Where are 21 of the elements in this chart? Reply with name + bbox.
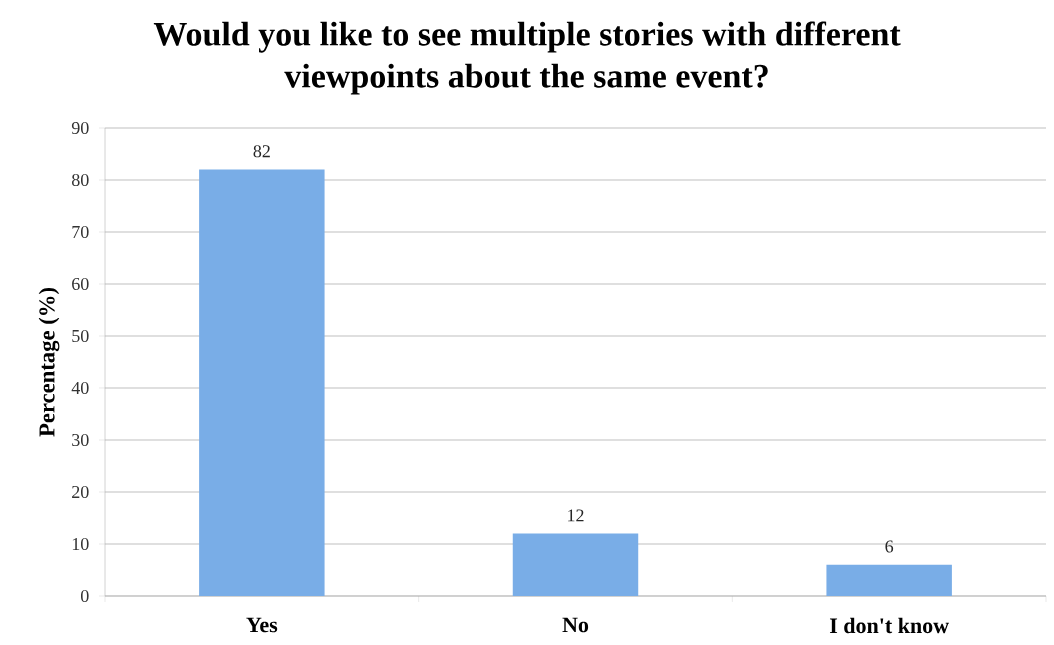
bar xyxy=(512,533,639,596)
data-label: 12 xyxy=(568,509,584,522)
y-axis-title: Percentage (%) xyxy=(38,288,60,437)
bar xyxy=(199,169,325,596)
y-tick-label: 0 xyxy=(80,589,89,603)
data-label: 6 xyxy=(885,540,894,553)
y-tick-label: 90 xyxy=(71,121,89,135)
y-tick-label: 40 xyxy=(71,381,89,395)
y-tick-label: 60 xyxy=(72,277,89,291)
data-label: 82 xyxy=(253,145,270,158)
y-tick-label: 30 xyxy=(72,433,89,447)
y-tick-label: 10 xyxy=(72,537,89,551)
y-tick-label: 70 xyxy=(72,225,89,239)
chart-title: Would you like to see multiple stories with different viewpoints about the same event? xyxy=(153,21,901,95)
x-tick-label: Yes xyxy=(246,617,278,633)
y-tick-label: 50 xyxy=(72,329,89,343)
x-tick-label: I don't know xyxy=(829,617,949,634)
y-tick-label: 20 xyxy=(72,485,89,499)
bar xyxy=(826,564,952,596)
y-tick-label: 80 xyxy=(71,173,89,187)
x-tick-label: No xyxy=(562,617,589,633)
